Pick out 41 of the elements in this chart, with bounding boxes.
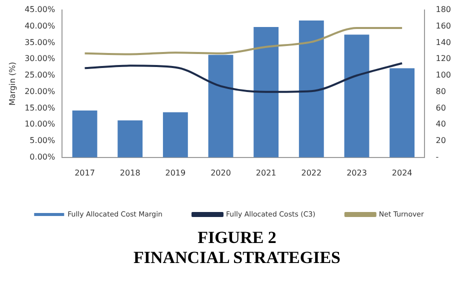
y-tick-label: 20.00% [24, 86, 56, 96]
y2-tick-label: 20 [436, 136, 446, 146]
y-tick-label: 25.00% [24, 70, 56, 80]
bar [208, 54, 234, 158]
bar [390, 68, 415, 158]
text: FINANCIAL STRATEGIES [132, 248, 342, 268]
y2-tick-label: 140 [436, 38, 452, 47]
y-tick-label: 40.00% [24, 21, 56, 30]
x-tick-label: 2021 [256, 168, 276, 178]
x-tick-label: 2018 [120, 168, 140, 178]
y-tick-label: 15.00% [24, 103, 56, 112]
x-tick-label: 2024 [392, 168, 412, 178]
x-tick-label: 2022 [301, 168, 322, 178]
y-tick-label: 5.00% [30, 136, 56, 146]
y-tick-label: 10.00% [24, 120, 56, 129]
y2-tick-label: 100 [436, 70, 452, 80]
bar [118, 120, 143, 158]
line-series [84, 62, 404, 93]
y2-tick-label: - [436, 152, 439, 162]
x-tick-label: 2017 [74, 168, 95, 178]
line-series [84, 27, 404, 56]
y2-tick-label: 160 [436, 21, 452, 30]
y-tick-label: 35.00% [24, 38, 56, 47]
y2-tick-label: 180 [436, 5, 452, 14]
y2-tick-label: 40 [436, 120, 446, 129]
bar [162, 112, 188, 158]
y-tick-label: 0.00% [30, 152, 56, 162]
bar [344, 34, 370, 158]
y-tick-label: 45.00% [24, 5, 56, 14]
x-tick-label: 2023 [346, 168, 367, 178]
x-tick-label: 2020 [210, 168, 231, 178]
y-axis-title: Margin (%) [8, 62, 17, 106]
y2-tick-label: 120 [436, 54, 452, 64]
bar [254, 27, 279, 158]
bar [72, 110, 98, 158]
y2-tick-label: 60 [436, 103, 446, 112]
text: FIGURE 2 [196, 228, 278, 248]
y2-tick-label: 80 [436, 86, 446, 96]
x-tick-label: 2019 [165, 168, 186, 178]
bar [298, 20, 324, 158]
y-tick-label: 30.00% [24, 54, 56, 64]
